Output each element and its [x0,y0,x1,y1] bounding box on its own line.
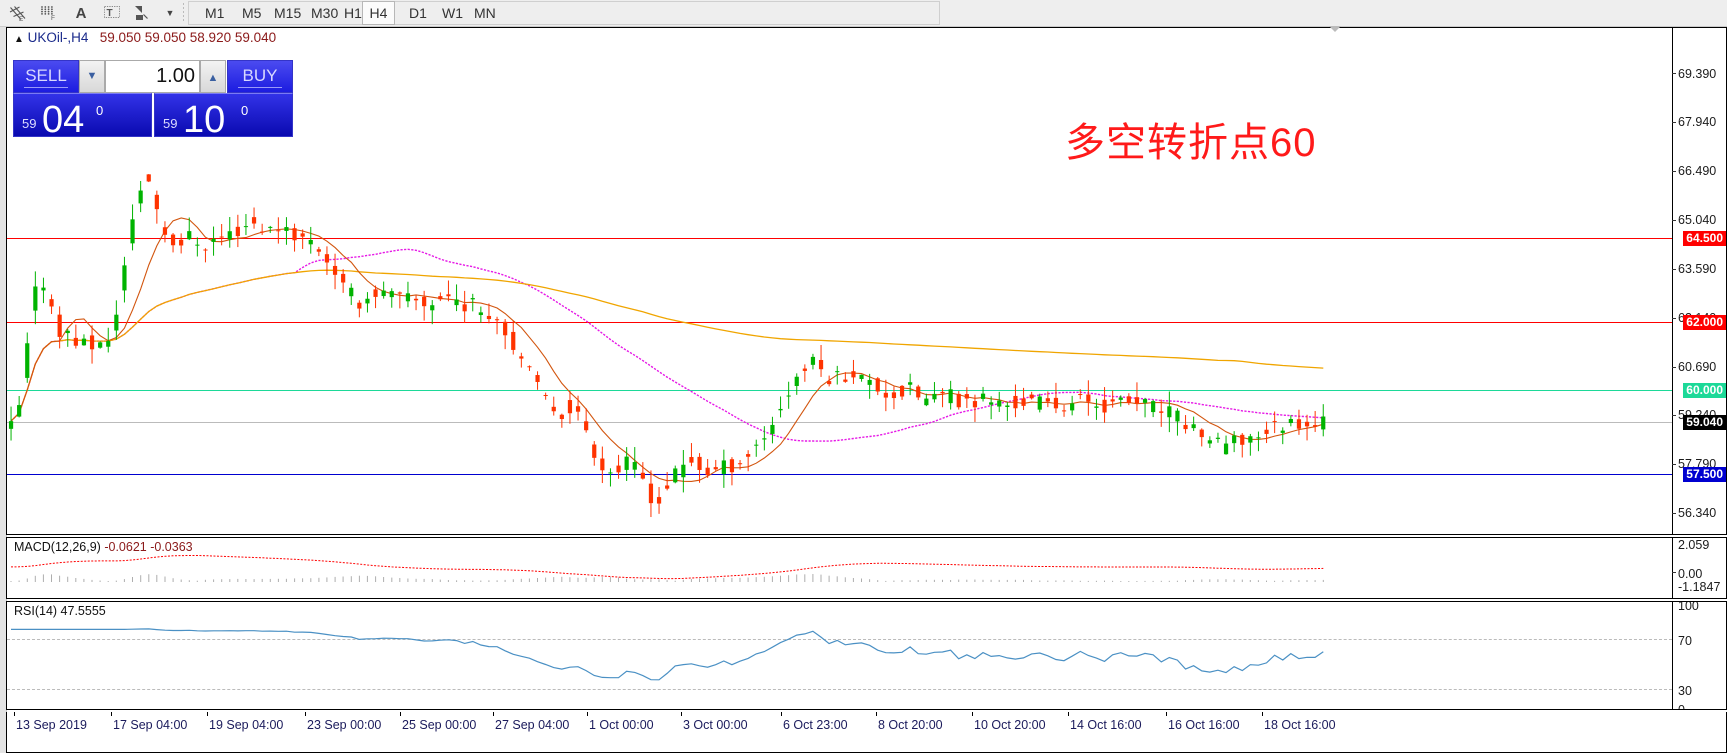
svg-text:E: E [19,16,24,21]
svg-text:T: T [107,8,113,19]
svg-text:F: F [51,15,55,20]
